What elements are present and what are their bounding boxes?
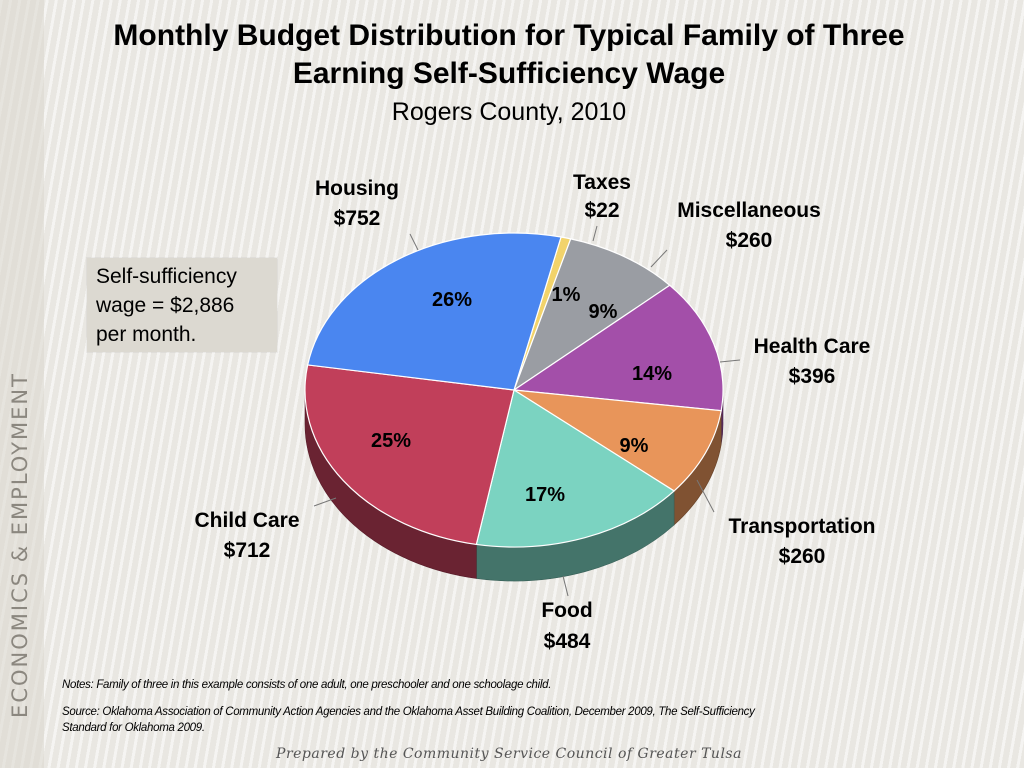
leader-line-transportation (696, 479, 715, 513)
chart-title-line1: Monthly Budget Distribution for Typical … (113, 19, 905, 52)
category-value-health-care: $396 (789, 365, 836, 388)
notes-text: Notes: Family of three in this example c… (62, 679, 552, 691)
leader-lines (313, 225, 741, 597)
source-text-line2: Standard for Oklahoma 2009. (62, 722, 205, 734)
category-value-housing: $752 (334, 207, 381, 230)
pie-top-faces (304, 232, 724, 548)
category-name-transportation: Transportation (728, 515, 875, 538)
leader-line-miscellaneous (650, 249, 668, 268)
wage-note-line3: per month. (96, 323, 197, 346)
category-name-miscellaneous: Miscellaneous (677, 199, 821, 222)
percent-label-transportation: 9% (620, 435, 649, 457)
percent-label-health-care: 14% (632, 363, 672, 385)
wage-note-line2: wage = $2,886 (96, 294, 235, 317)
category-value-child-care: $712 (224, 539, 271, 562)
leader-line-health-care (719, 359, 741, 363)
percent-label-food: 17% (525, 484, 565, 506)
chart-title-line2: Earning Self-Sufficiency Wage (292, 57, 726, 90)
pie-slice-food (475, 389, 676, 548)
category-value-miscellaneous: $260 (726, 229, 773, 252)
pie-slice-transportation (513, 389, 722, 492)
wage-note-box (87, 258, 277, 352)
category-name-housing: Housing (315, 177, 399, 200)
category-value-food: $484 (544, 630, 591, 653)
pie-slice-housing (306, 232, 562, 391)
chart-subtitle: Rogers County, 2010 (391, 98, 627, 126)
leader-line-child-care (313, 497, 337, 507)
category-name-food: Food (541, 599, 592, 622)
leader-line-food (562, 575, 569, 597)
percent-label-taxes: 1% (552, 284, 581, 306)
category-value-taxes: $22 (584, 199, 619, 222)
footer-credit: Prepared by the Community Service Counci… (276, 746, 742, 762)
percent-label-child-care: 25% (371, 430, 411, 452)
category-value-transportation: $260 (779, 545, 826, 568)
pie-slice-child-care (304, 364, 515, 546)
leader-line-taxes (592, 225, 598, 242)
category-name-health-care: Health Care (754, 335, 871, 358)
leader-line-housing (409, 233, 419, 251)
category-name-taxes: Taxes (573, 171, 631, 194)
side-band (0, 0, 44, 768)
wage-note-line1: Self-sufficiency (96, 265, 237, 288)
source-text-line1: Source: Oklahoma Association of Communit… (62, 706, 755, 718)
category-name-child-care: Child Care (194, 509, 299, 532)
percent-label-miscellaneous: 9% (589, 301, 618, 323)
percent-label-housing: 26% (432, 289, 472, 311)
pie-slice-health-care (512, 284, 724, 412)
pie-slice-miscellaneous (512, 238, 671, 392)
